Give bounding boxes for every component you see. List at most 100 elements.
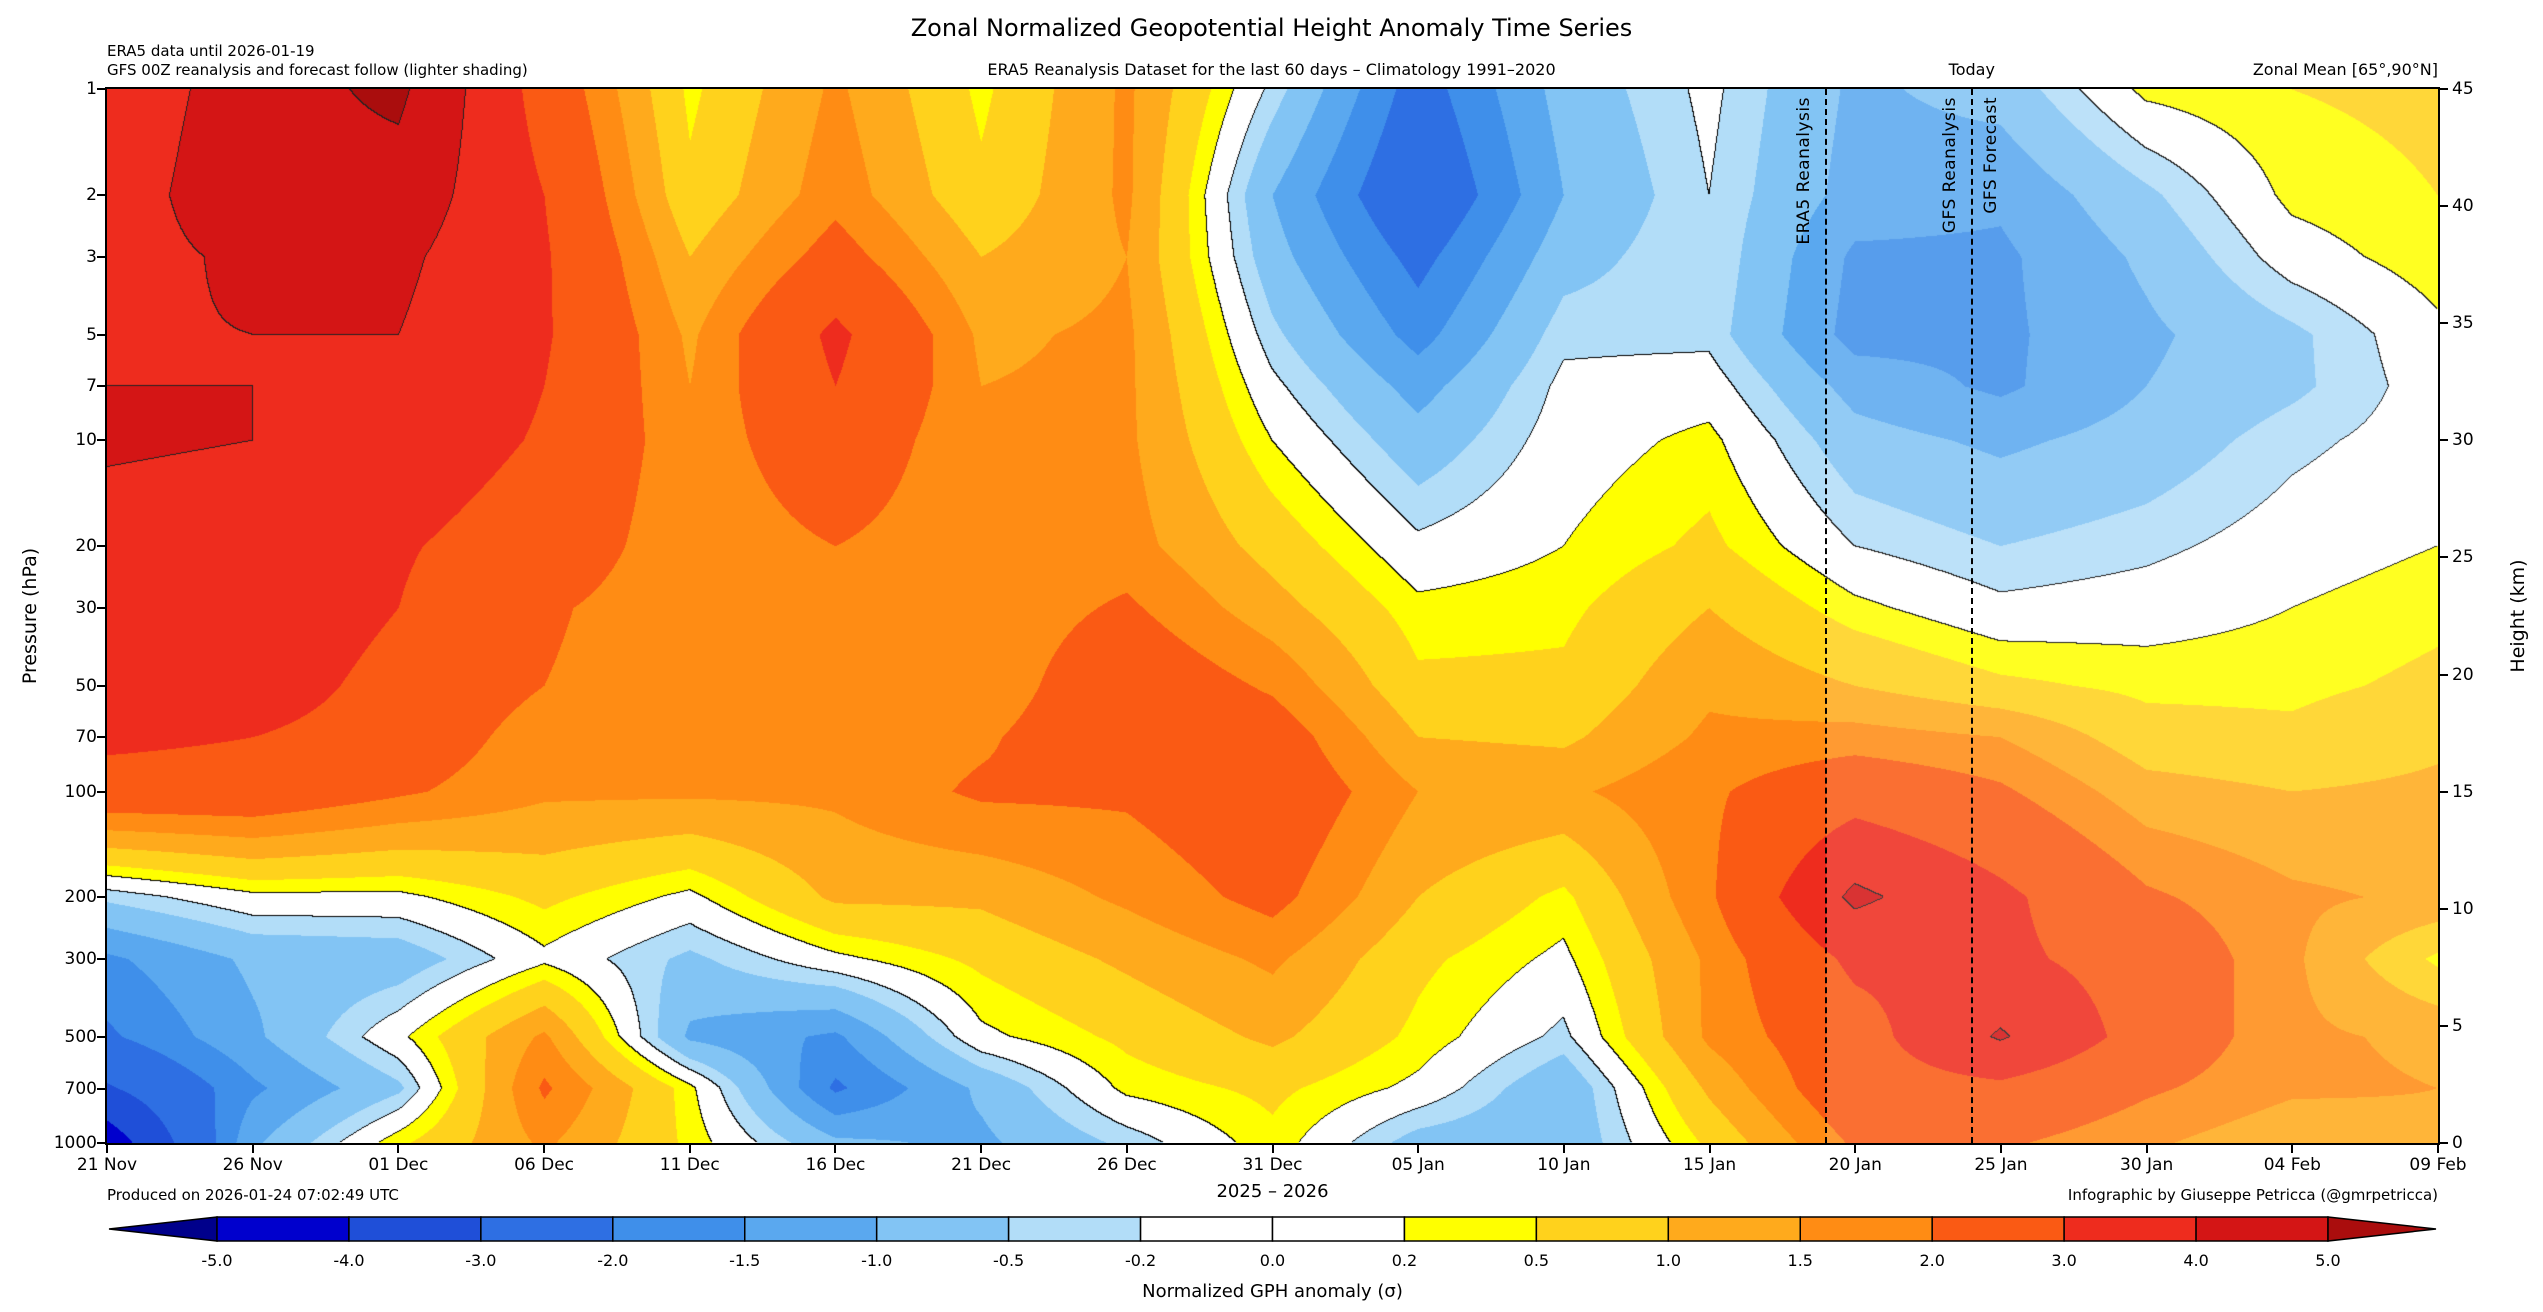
colorbar <box>107 1216 2438 1242</box>
colorbar-title: Normalized GPH anomaly (σ) <box>1142 1281 1403 1302</box>
y-left-tick-label: 70 <box>75 727 97 748</box>
zonal-mean-label: Zonal Mean [65°,90°N] <box>2252 60 2438 79</box>
contour-canvas <box>107 89 2438 1143</box>
y-left-tick-mark <box>97 545 105 548</box>
x-tick-mark <box>1562 1145 1565 1153</box>
y-axis-label-right: Height (km) <box>2507 559 2529 673</box>
x-tick-mark <box>397 1145 400 1153</box>
x-tick-label: 06 Dec <box>514 1155 575 1175</box>
y-left-tick-mark <box>97 384 105 387</box>
y-left-tick-label: 3 <box>86 246 97 267</box>
y-right-tick-mark <box>2440 790 2448 793</box>
today-label: Today <box>1948 60 1995 79</box>
x-tick-label: 10 Jan <box>1537 1155 1591 1175</box>
x-tick-label: 20 Jan <box>1828 1155 1882 1175</box>
y-left-tick-mark <box>97 333 105 336</box>
y-right-tick-mark <box>2440 439 2448 442</box>
x-tick-mark <box>688 1145 691 1153</box>
era5-cutoff-line <box>1825 89 1828 1143</box>
x-tick-label: 16 Dec <box>805 1155 866 1175</box>
y-left-tick-label: 30 <box>75 597 97 618</box>
y-left-tick-label: 2 <box>86 184 97 205</box>
x-tick-mark <box>2437 1145 2439 1153</box>
colorbar-tick-label: 2.0 <box>1919 1251 1945 1270</box>
x-tick-mark <box>2145 1145 2148 1153</box>
y-left-tick-label: 200 <box>64 887 97 908</box>
x-tick-label: 26 Dec <box>1096 1155 1157 1175</box>
y-left-tick-mark <box>97 736 105 739</box>
x-tick-label: 21 Nov <box>76 1155 138 1175</box>
x-tick-label: 09 Feb <box>2409 1155 2467 1175</box>
x-tick-mark <box>543 1145 546 1153</box>
y-left-tick-label: 1000 <box>53 1133 97 1153</box>
colorbar-tick-label: 5.0 <box>2315 1251 2341 1270</box>
y-left-tick-label: 500 <box>64 1027 97 1048</box>
y-right-tick-label: 15 <box>2452 781 2474 802</box>
credit-label: Infographic by Giuseppe Petricca (@gmrpe… <box>2067 1186 2438 1204</box>
y-left-tick-label: 10 <box>75 430 97 451</box>
y-left-tick-label: 7 <box>86 375 97 396</box>
y-left-tick-mark <box>97 193 105 196</box>
y-left-tick-mark <box>97 896 105 899</box>
y-left-tick-label: 700 <box>64 1078 97 1099</box>
gfs-reanalysis-label: GFS Reanalysis <box>1939 97 1960 234</box>
x-tick-label: 04 Feb <box>2263 1155 2321 1175</box>
header-notes: ERA5 data until 2026-01-19 GFS 00Z reana… <box>107 42 528 80</box>
y-left-tick-label: 20 <box>75 536 97 557</box>
colorbar-tick-label: 0.5 <box>1523 1251 1550 1270</box>
colorbar-tick-label: 1.0 <box>1655 1251 1682 1270</box>
y-left-tick-label: 1 <box>86 79 97 99</box>
x-tick-label: 25 Jan <box>1974 1155 2028 1175</box>
y-left-tick-mark <box>97 255 105 258</box>
y-right-tick-label: 20 <box>2452 664 2474 685</box>
y-right-tick-mark <box>2440 1024 2448 1027</box>
y-right-tick-label: 25 <box>2452 547 2474 568</box>
colorbar-tick-label: 4.0 <box>2183 1251 2209 1270</box>
x-tick-label: 21 Dec <box>951 1155 1012 1175</box>
x-axis-label: 2025 – 2026 <box>1216 1181 1329 1202</box>
y-left-tick-label: 5 <box>86 324 97 345</box>
y-right-tick-mark <box>2440 907 2448 910</box>
colorbar-tick-label: -4.0 <box>333 1251 365 1270</box>
x-tick-mark <box>1271 1145 1274 1153</box>
era5-reanalysis-label: ERA5 Reanalysis <box>1794 97 1815 245</box>
y-left-tick-label: 100 <box>64 781 97 802</box>
x-tick-mark <box>1854 1145 1857 1153</box>
gfs-shading-note: GFS 00Z reanalysis and forecast follow (… <box>107 61 528 79</box>
y-right-tick-label: 45 <box>2452 79 2474 99</box>
colorbar-tick-label: -5.0 <box>201 1251 233 1270</box>
y-left-tick-mark <box>97 606 105 609</box>
y-right-tick-label: 30 <box>2452 430 2474 451</box>
x-tick-mark <box>834 1145 837 1153</box>
y-right-tick-mark <box>2440 205 2448 208</box>
y-right-tick-mark <box>2440 88 2448 90</box>
x-tick-label: 11 Dec <box>659 1155 720 1175</box>
y-left-tick-mark <box>97 1036 105 1039</box>
y-right-tick-label: 0 <box>2452 1133 2463 1153</box>
y-right-tick-mark <box>2440 1142 2448 1144</box>
x-tick-mark <box>251 1145 254 1153</box>
x-tick-label: 30 Jan <box>2120 1155 2174 1175</box>
x-tick-mark <box>1708 1145 1711 1153</box>
x-tick-label: 31 Dec <box>1242 1155 1303 1175</box>
x-tick-mark <box>1999 1145 2002 1153</box>
colorbar-tick-label: 1.5 <box>1787 1251 1813 1270</box>
gfs-forecast-label: GFS Forecast <box>1980 97 2001 214</box>
y-right-tick-label: 35 <box>2452 313 2474 334</box>
y-left-tick-mark <box>97 958 105 961</box>
plot-area: ERA5 Reanalysis GFS Reanalysis GFS Forec… <box>105 87 2440 1145</box>
colorbar-tick-label: -2.0 <box>597 1251 629 1270</box>
colorbar-tick-label: -0.5 <box>993 1251 1025 1270</box>
era5-data-note: ERA5 data until 2026-01-19 <box>107 42 315 60</box>
y-left-tick-mark <box>97 439 105 442</box>
x-tick-label: 26 Nov <box>222 1155 283 1175</box>
colorbar-tick-label: -3.0 <box>465 1251 497 1270</box>
x-tick-mark <box>1125 1145 1128 1153</box>
y-left-tick-mark <box>97 684 105 687</box>
produced-timestamp: Produced on 2026-01-24 07:02:49 UTC <box>107 1186 399 1204</box>
colorbar-tick-label: 0.0 <box>1259 1251 1286 1270</box>
y-left-tick-mark <box>97 1142 105 1144</box>
y-right-tick-mark <box>2440 556 2448 559</box>
y-left-tick-label: 50 <box>75 675 97 696</box>
